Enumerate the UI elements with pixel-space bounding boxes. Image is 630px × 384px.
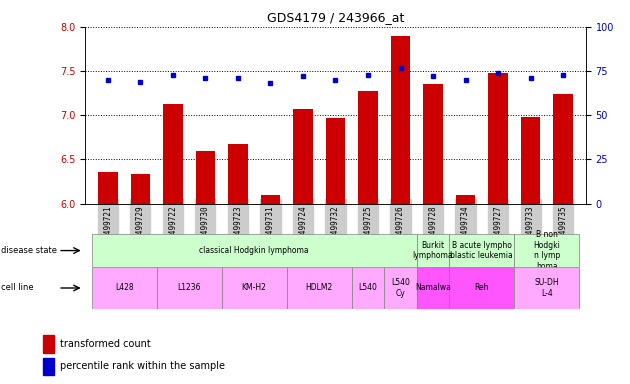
Text: L540
Cy: L540 Cy	[391, 278, 410, 298]
Bar	[553, 94, 573, 204]
Bar	[514, 234, 580, 267]
Bar	[417, 267, 449, 309]
Bar	[163, 104, 183, 204]
Bar	[456, 195, 475, 204]
Text: L428: L428	[115, 283, 134, 293]
Text: B acute lympho
blastic leukemia: B acute lympho blastic leukemia	[450, 241, 513, 260]
Bar	[514, 267, 580, 309]
Bar	[222, 267, 287, 309]
Bar	[91, 234, 417, 267]
Bar	[488, 73, 508, 204]
Bar	[157, 267, 222, 309]
Bar	[352, 267, 384, 309]
Text: percentile rank within the sample: percentile rank within the sample	[60, 361, 225, 371]
Text: B non
Hodgki
n lymp
homa: B non Hodgki n lymp homa	[534, 230, 560, 271]
Bar	[326, 118, 345, 204]
Bar	[449, 234, 514, 267]
Text: SU-DH
L-4: SU-DH L-4	[535, 278, 559, 298]
Text: transformed count: transformed count	[60, 339, 151, 349]
Text: classical Hodgkin lymphoma: classical Hodgkin lymphoma	[199, 246, 309, 255]
Text: L540: L540	[358, 283, 377, 293]
Bar	[423, 84, 443, 204]
Text: disease state: disease state	[1, 246, 57, 255]
Bar	[91, 267, 157, 309]
Bar	[391, 36, 410, 204]
Bar	[261, 195, 280, 204]
Text: KM-H2: KM-H2	[242, 283, 266, 293]
Bar	[449, 267, 514, 309]
Text: cell line: cell line	[1, 283, 33, 293]
Text: HDLM2: HDLM2	[306, 283, 333, 293]
Text: Burkit
lymphoma: Burkit lymphoma	[413, 241, 454, 260]
Bar	[521, 117, 541, 204]
Bar	[196, 151, 215, 204]
Bar	[384, 267, 417, 309]
Title: GDS4179 / 243966_at: GDS4179 / 243966_at	[266, 11, 404, 24]
Text: Reh: Reh	[474, 283, 489, 293]
Bar	[293, 109, 312, 204]
Bar	[358, 91, 378, 204]
Bar	[98, 172, 118, 204]
Bar	[417, 234, 449, 267]
Bar	[43, 358, 54, 375]
Text: L1236: L1236	[178, 283, 201, 293]
Text: Namalwa: Namalwa	[415, 283, 451, 293]
Bar	[228, 144, 248, 204]
Bar	[287, 267, 352, 309]
Bar	[130, 174, 150, 204]
Bar	[43, 335, 54, 353]
